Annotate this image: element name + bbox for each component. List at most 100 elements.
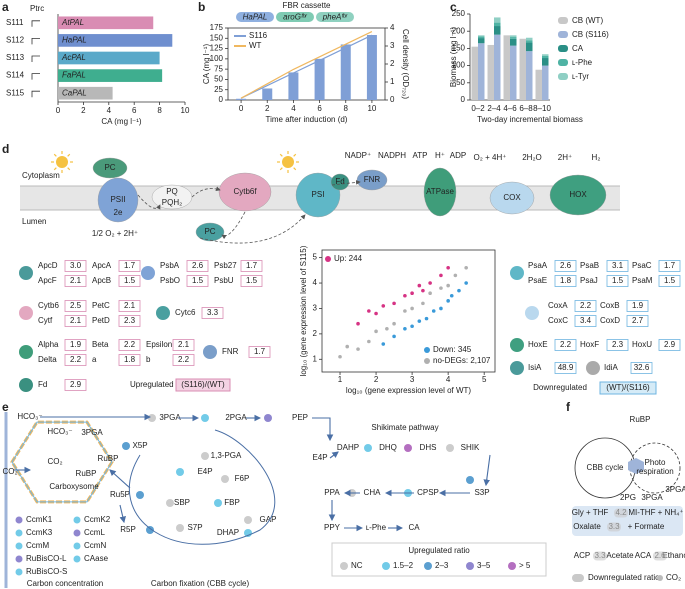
scatter-point [381, 342, 386, 346]
membrane-label: NADPH [378, 151, 406, 160]
legend-swatch [558, 31, 568, 38]
x-axis-label: Time after induction (d) [266, 115, 348, 124]
scatter-point [446, 265, 450, 270]
metabolite-label: GAP [260, 515, 277, 524]
metabolite-label: R5P [120, 525, 136, 534]
pathway-node [264, 414, 272, 422]
metabolite-label: ACP [574, 551, 590, 560]
bar-segment [526, 40, 533, 43]
pathway-node [176, 468, 184, 476]
bar [58, 86, 113, 100]
x-tick-label: 6 [317, 104, 322, 113]
electron-path [191, 186, 221, 198]
y-tick-label: 0 [461, 95, 466, 104]
x-tick-label: 4 [107, 106, 112, 115]
metabolite-label: Acetate [606, 551, 634, 560]
protein-complex [356, 169, 388, 191]
ratio-value: 2.2 [178, 355, 190, 364]
legend-swatch [382, 562, 390, 570]
ratio-box [118, 300, 141, 312]
protein-complex [549, 174, 607, 216]
protein-icon [156, 306, 170, 320]
pathway-node [166, 499, 174, 507]
x-tick-label: 5 [482, 375, 487, 384]
y2-tick-label: 0 [390, 95, 395, 104]
bar [487, 44, 494, 100]
protein-label: CcmM [26, 541, 49, 550]
metabolite-label: ʟ-Phe [366, 523, 387, 532]
y-tick-label: 200 [452, 26, 466, 35]
sun-ray [293, 153, 297, 157]
y2-tick-label: 1 [390, 77, 395, 86]
legend-label: 1.5–2 [393, 561, 414, 570]
y-tick-label: 100 [210, 54, 224, 63]
ratio-box [658, 275, 681, 287]
ratio-box [626, 315, 649, 327]
bar-segment [494, 22, 501, 27]
metabolite-label: SBP [174, 498, 190, 507]
electron-path [221, 211, 246, 240]
gene-name: PsaJ [580, 276, 598, 285]
membrane-label: NADP⁺ [345, 151, 371, 160]
scatter-point [428, 291, 432, 296]
metabolite-label: CA [408, 523, 420, 532]
metabolite-label: CO₂ [2, 467, 17, 476]
cycle-label: respiration [636, 467, 673, 476]
gene-label: HaPAL [243, 13, 268, 22]
y-tick-label: 125 [210, 44, 224, 53]
legend-label: Downregulated ratio [588, 573, 660, 582]
ratio-value: 1.5 [124, 276, 136, 285]
sun-ray [279, 167, 283, 171]
membrane-label: PSI [312, 190, 325, 199]
bar-label: HaPAL [62, 36, 87, 45]
ratio-key [599, 381, 657, 395]
metabolite-label: 3PGA [665, 485, 685, 494]
bar-segment [478, 38, 485, 44]
membrane-label: Fd [335, 177, 344, 186]
scatter-point [464, 281, 468, 285]
pathway-arrow [109, 469, 131, 489]
y-tick-label: 0 [219, 95, 224, 104]
membrane-label: 2H₂O [522, 153, 542, 162]
x-axis-label: Two-day incremental biomass [477, 115, 583, 124]
bar-segment [526, 51, 533, 100]
ratio-box [630, 362, 653, 374]
ratio-value: 1.8 [124, 355, 136, 364]
pathway-node [122, 442, 130, 450]
gene-name: PsbU [214, 276, 234, 285]
pathway-arrow [329, 451, 339, 459]
metabolite-label: RuBP [76, 469, 97, 478]
membrane-label: ADP [450, 151, 466, 160]
gene-name: HoxF [580, 340, 599, 349]
ratio-value: 3.0 [70, 261, 82, 270]
bar-segment [542, 65, 549, 100]
protein-complex [195, 222, 225, 242]
scatter-point [457, 288, 461, 293]
scatter-point [374, 311, 378, 316]
pathway-node [136, 491, 144, 499]
gene-name: PsaA [528, 261, 548, 270]
ratio-box [64, 260, 87, 272]
protein-icon [19, 266, 33, 280]
gene-name: ApcB [92, 276, 111, 285]
x-tick-label: 10 [367, 104, 376, 113]
membrane-label: Cytb6f [233, 187, 257, 196]
membrane-label: ATPase [426, 187, 454, 196]
x-tick-label: 2 [265, 104, 270, 113]
electron-path [137, 194, 161, 210]
ratio-pill [593, 551, 607, 561]
membrane-label: H⁺ [435, 151, 445, 160]
y-tick-label: 250 [452, 9, 466, 18]
ratio-box [64, 339, 87, 351]
line-series [240, 31, 373, 99]
section-title: Carbon concentration [27, 579, 104, 588]
y-tick-label: 50 [456, 78, 465, 87]
gene-name: Beta [92, 340, 109, 349]
x-tick-label: 3 [410, 375, 415, 384]
y-tick-label: 1 [313, 354, 318, 363]
scatter-point [439, 286, 443, 290]
line-series [240, 34, 373, 99]
legend-swatch [340, 562, 348, 570]
scatter-point [417, 283, 422, 288]
scatter-point [417, 319, 422, 323]
